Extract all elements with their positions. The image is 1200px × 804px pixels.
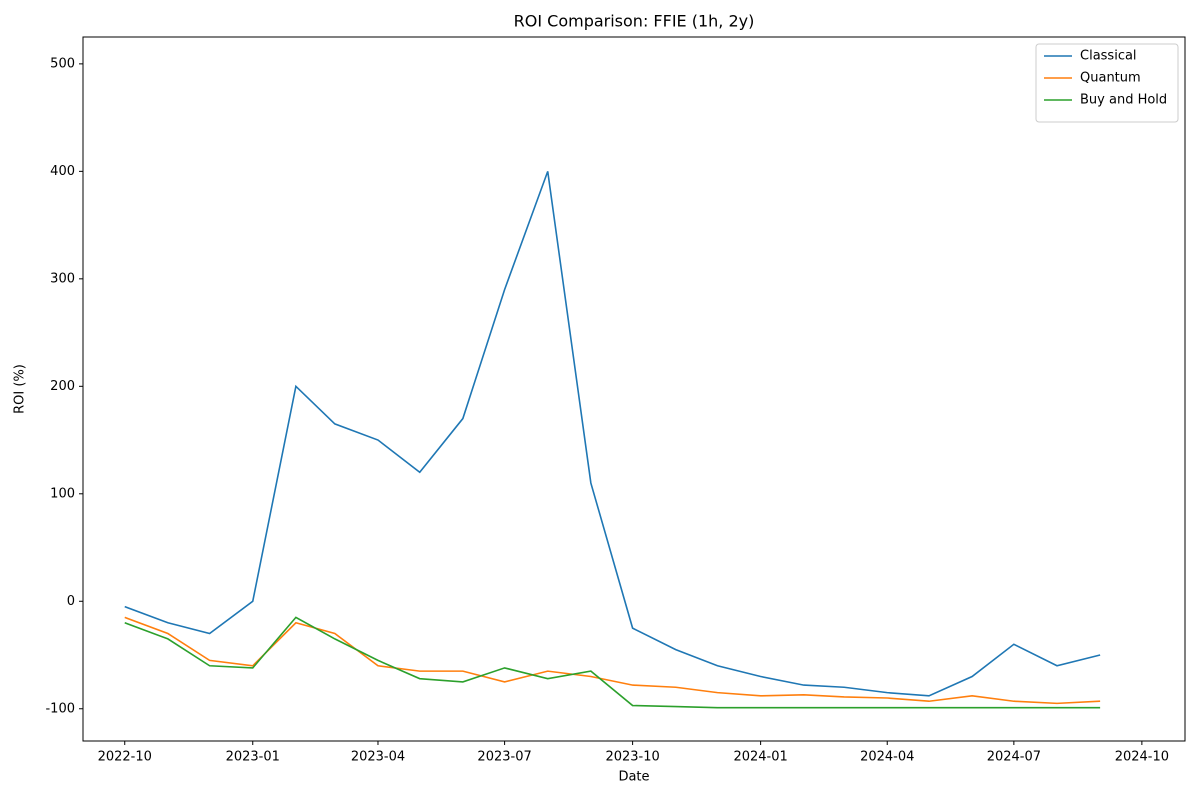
y-tick-label: -100: [45, 701, 75, 716]
chart-title: ROI Comparison: FFIE (1h, 2y): [514, 12, 755, 31]
y-tick-label: 200: [50, 379, 75, 394]
x-tick-label: 2023-07: [477, 750, 531, 765]
x-tick-label: 2022-10: [98, 750, 152, 765]
x-tick-label: 2023-04: [351, 750, 405, 765]
x-tick-label: 2023-01: [226, 750, 280, 765]
x-tick-label: 2024-07: [987, 750, 1041, 765]
data-line: [124, 171, 1101, 697]
y-tick-label: 0: [67, 594, 75, 609]
x-tick-label: 2024-10: [1115, 750, 1169, 765]
y-tick-label: 500: [50, 56, 75, 71]
legend-label: Buy and Hold: [1080, 93, 1167, 108]
y-tick-label: 100: [50, 486, 75, 501]
y-tick-label: 400: [50, 164, 75, 179]
plot-frame: [82, 36, 1186, 742]
legend-box: [1035, 43, 1179, 123]
y-axis-label: ROI (%): [13, 364, 28, 414]
y-tick-label: 300: [50, 271, 75, 286]
legend-label: Quantum: [1080, 71, 1141, 86]
x-tick-label: 2024-01: [733, 750, 787, 765]
data-line: [124, 616, 1101, 709]
data-line: [124, 616, 1101, 705]
legend-label: Classical: [1080, 49, 1137, 64]
x-tick-label: 2023-10: [605, 750, 659, 765]
x-tick-label: 2024-04: [860, 750, 914, 765]
x-axis-label: Date: [618, 770, 649, 785]
